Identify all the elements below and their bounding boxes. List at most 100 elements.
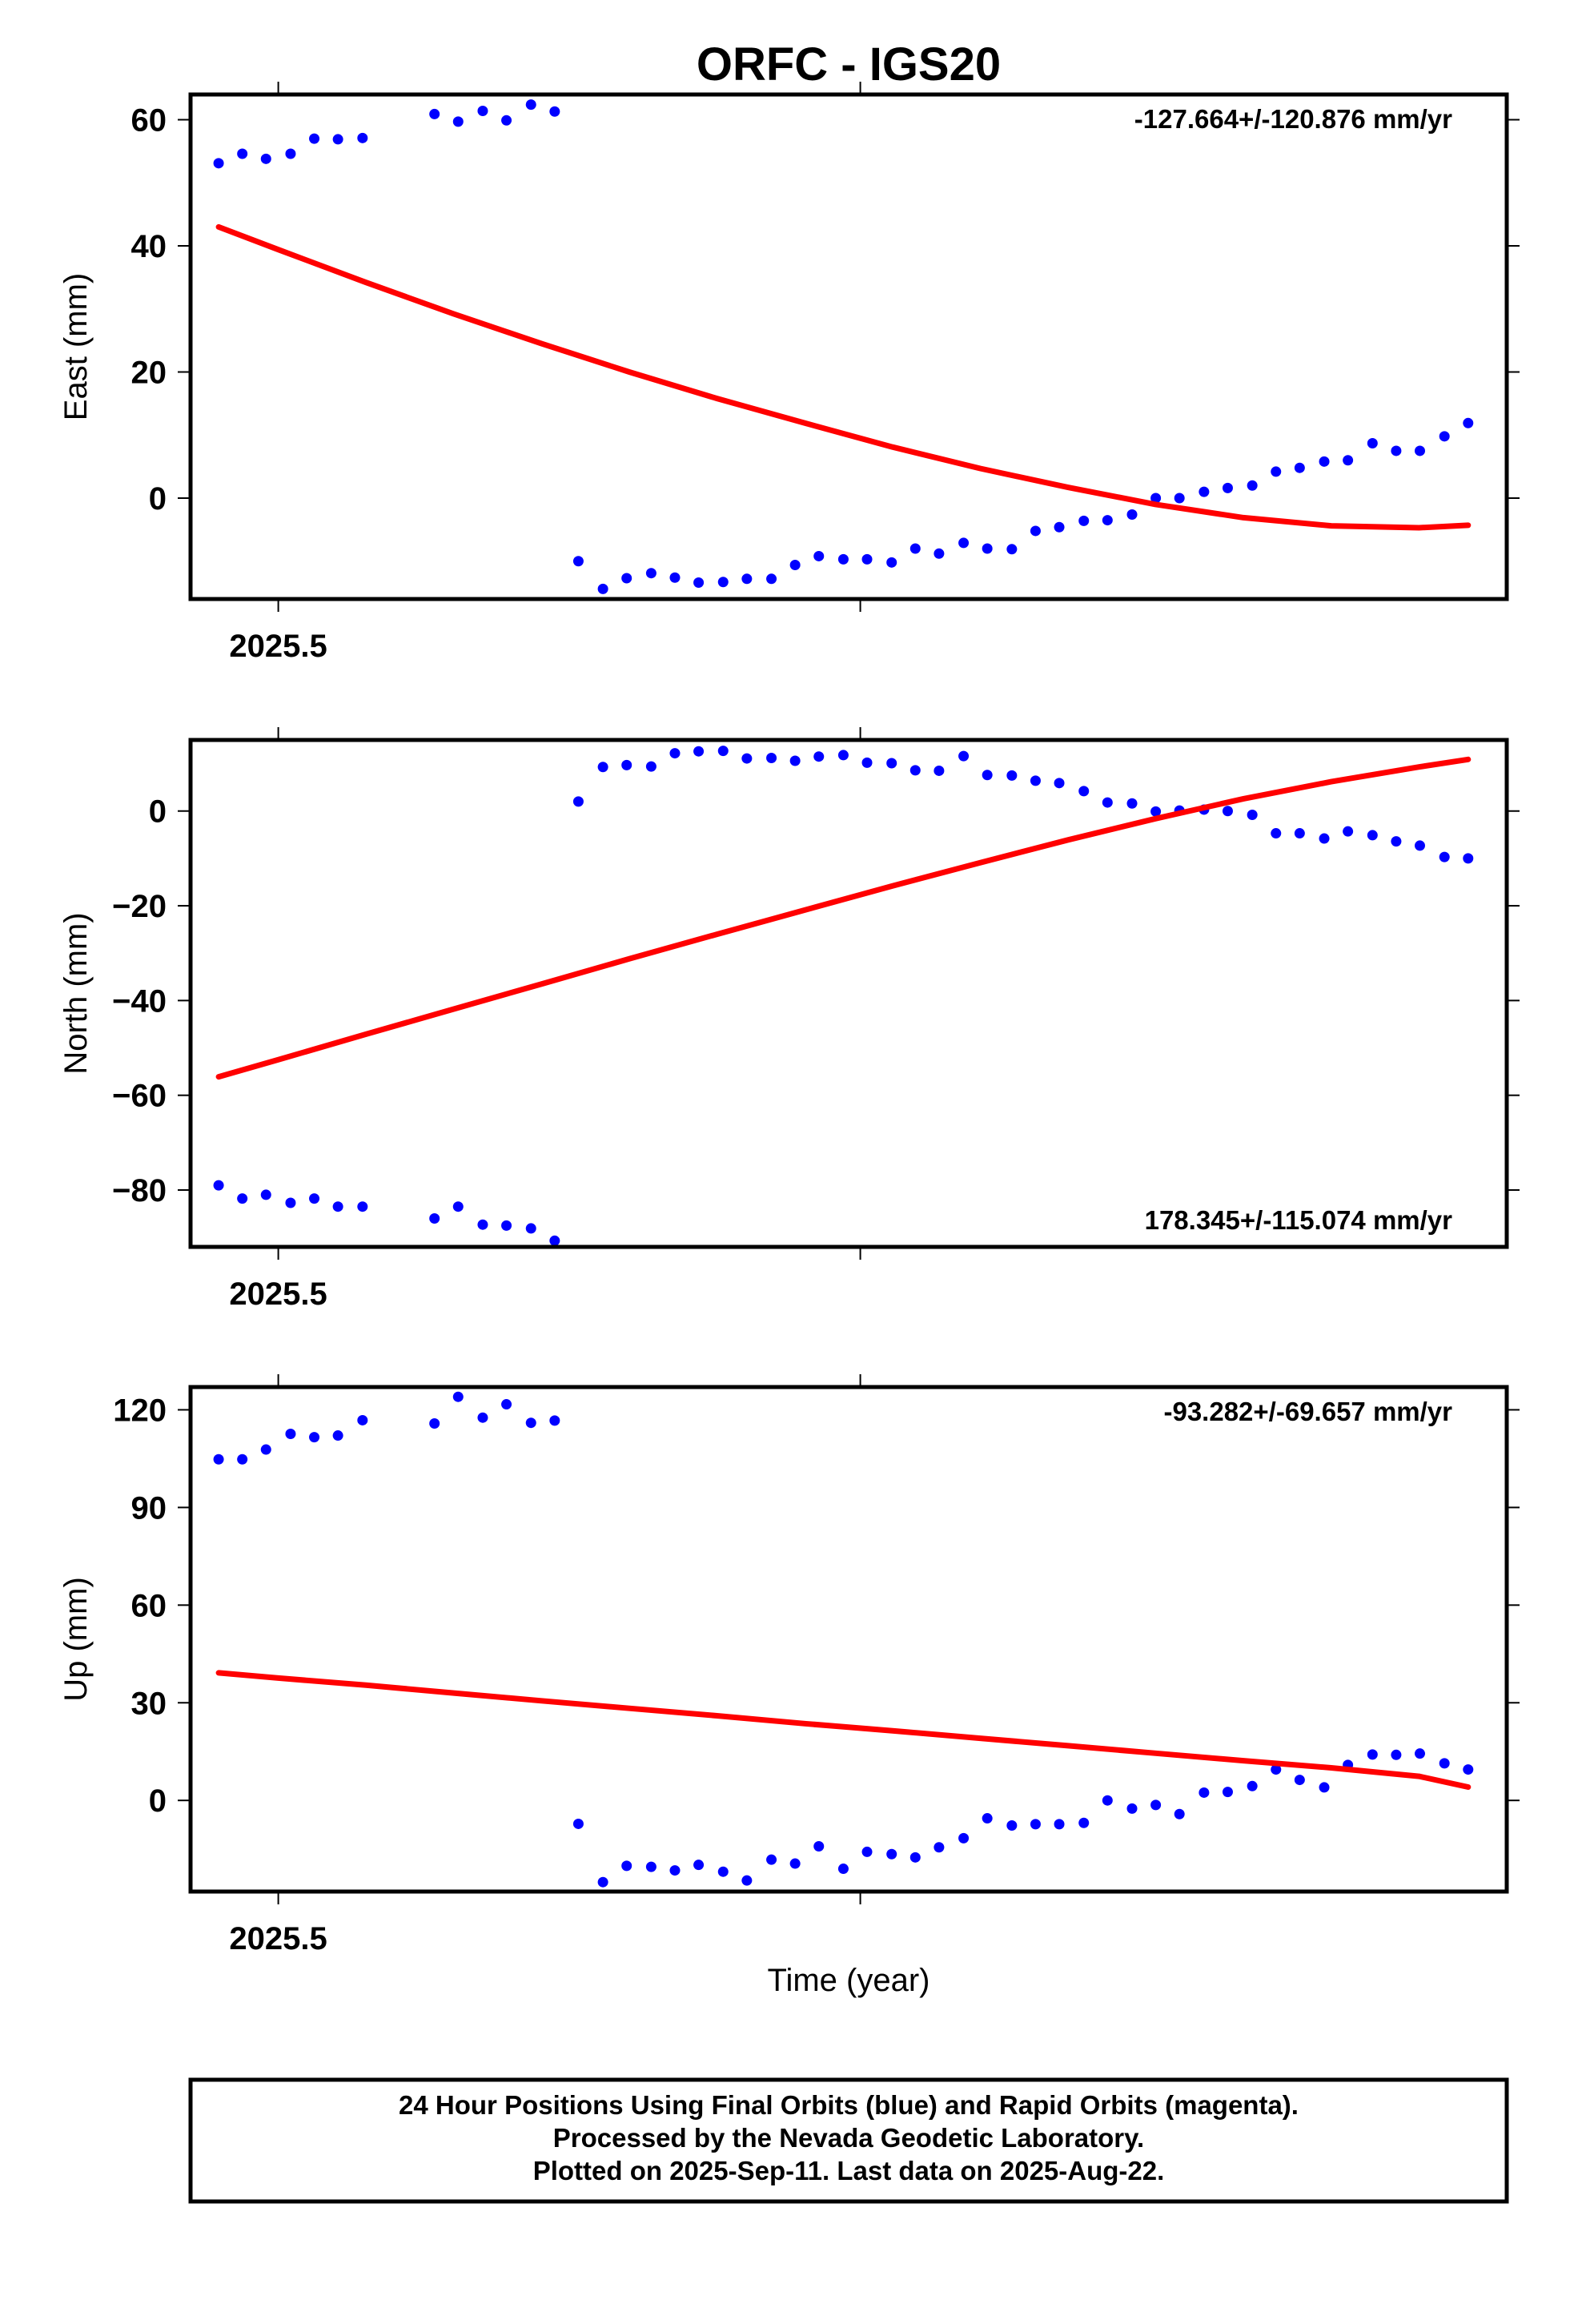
y-tick-label: 0 — [149, 481, 167, 517]
x-tick-label: 2025.5 — [229, 629, 327, 664]
data-point — [309, 1193, 320, 1204]
data-point — [332, 134, 343, 145]
data-point — [1319, 833, 1330, 844]
data-point — [1054, 778, 1065, 789]
data-point — [909, 765, 921, 776]
data-point — [717, 746, 729, 757]
data-point — [1391, 836, 1402, 847]
data-point — [1078, 515, 1090, 526]
data-point — [741, 1875, 753, 1886]
data-point — [1126, 798, 1138, 809]
data-point — [886, 1848, 897, 1860]
data-point — [1367, 1749, 1378, 1760]
data-point — [1271, 1764, 1282, 1775]
data-point — [429, 1213, 440, 1224]
data-point — [477, 105, 488, 116]
data-point — [1030, 775, 1041, 786]
y-tick-label: −60 — [112, 1079, 167, 1114]
data-point — [1463, 853, 1474, 864]
data-point — [309, 133, 320, 144]
data-point — [1247, 480, 1258, 491]
data-point — [958, 1832, 970, 1844]
data-point — [1199, 1787, 1210, 1798]
x-tick-label: 2025.5 — [229, 1921, 327, 1956]
data-point — [645, 761, 656, 772]
rate-label: -93.282+/-69.657 mm/yr — [1163, 1397, 1452, 1426]
footer-line-1: 24 Hour Positions Using Final Orbits (bl… — [399, 2090, 1299, 2120]
data-point — [357, 1201, 368, 1212]
data-point — [813, 751, 825, 762]
data-point — [886, 758, 897, 769]
y-tick-label: 0 — [149, 794, 167, 830]
data-point — [693, 577, 705, 589]
y-axis-label: North (mm) — [58, 912, 94, 1074]
y-tick-label: 60 — [131, 103, 167, 139]
data-point — [1006, 1819, 1018, 1831]
data-point — [982, 543, 993, 554]
data-point — [549, 1235, 560, 1246]
y-axis-label: Up (mm) — [58, 1577, 94, 1702]
y-tick-label: −80 — [112, 1173, 167, 1208]
data-point — [1271, 828, 1282, 839]
data-point — [934, 1842, 945, 1853]
data-point — [1414, 840, 1425, 851]
data-point — [525, 1223, 536, 1234]
data-point — [837, 553, 849, 565]
footer-line-2: Processed by the Nevada Geodetic Laborat… — [553, 2123, 1144, 2153]
data-point — [237, 1454, 248, 1465]
figure-title: ORFC - IGS20 — [697, 38, 1001, 90]
data-point — [597, 762, 608, 773]
data-point — [357, 132, 368, 143]
data-point — [1247, 1780, 1258, 1791]
data-point — [1222, 1787, 1233, 1798]
data-point — [766, 1854, 777, 1865]
data-point — [1343, 455, 1354, 466]
data-point — [1247, 809, 1258, 820]
data-point — [669, 572, 681, 583]
data-point — [669, 748, 681, 759]
data-point — [1391, 1749, 1402, 1760]
data-point — [1199, 486, 1210, 497]
data-point — [1414, 1748, 1425, 1759]
plot-frame — [188, 92, 1509, 601]
data-point — [1271, 466, 1282, 477]
data-point — [934, 765, 945, 776]
y-tick-label: 20 — [131, 356, 167, 391]
data-point — [1174, 493, 1185, 504]
rate-label: 178.345+/-115.074 mm/yr — [1145, 1205, 1453, 1235]
data-point — [572, 796, 584, 807]
data-point — [260, 1189, 271, 1200]
data-point — [789, 755, 801, 766]
data-point — [332, 1201, 343, 1212]
data-point — [1150, 1799, 1162, 1811]
data-point — [861, 553, 873, 565]
data-point — [237, 148, 248, 159]
plot-frame — [188, 738, 1509, 1249]
y-tick-label: 120 — [113, 1393, 167, 1428]
data-point — [213, 158, 224, 169]
data-point — [452, 1201, 464, 1212]
y-tick-label: 40 — [131, 229, 167, 264]
data-point — [1102, 515, 1113, 526]
y-tick-label: 0 — [149, 1783, 167, 1819]
data-point — [260, 1444, 271, 1455]
data-point — [1054, 521, 1065, 533]
data-point — [982, 770, 993, 781]
data-point — [837, 750, 849, 761]
fit-line — [215, 223, 1472, 531]
data-point — [213, 1180, 224, 1191]
data-point — [309, 1432, 320, 1443]
data-point — [1006, 770, 1018, 781]
data-point — [260, 153, 271, 164]
footer-line-3: Plotted on 2025-Sep-11. Last data on 202… — [533, 2156, 1165, 2185]
data-point — [958, 750, 970, 762]
data-point — [572, 556, 584, 567]
data-point — [669, 1865, 681, 1876]
data-point — [501, 115, 512, 126]
data-point — [597, 1876, 608, 1888]
y-tick-label: −40 — [112, 983, 167, 1019]
data-point — [237, 1193, 248, 1204]
data-point — [452, 1391, 464, 1402]
data-point — [477, 1412, 488, 1423]
data-point — [357, 1414, 368, 1425]
